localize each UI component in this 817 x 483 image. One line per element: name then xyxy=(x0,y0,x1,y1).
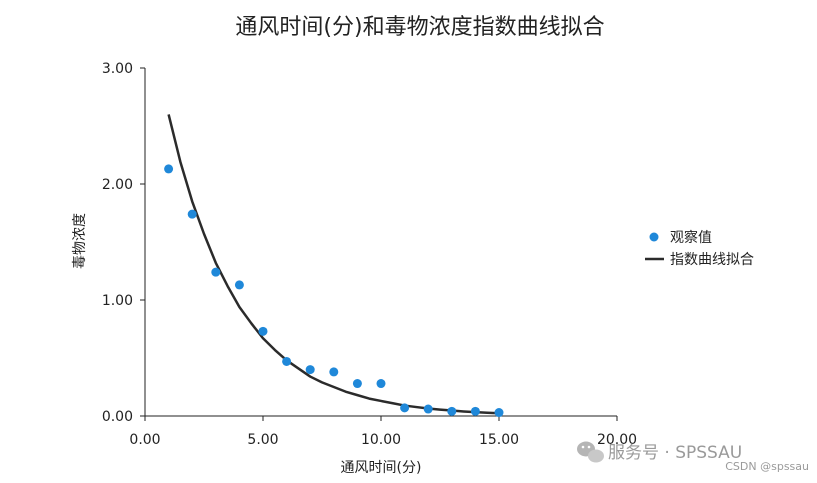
x-tick-label: 20.00 xyxy=(597,432,637,448)
y-axis-ticks: 0.00 1.00 2.00 3.00 xyxy=(102,61,145,425)
axes xyxy=(144,68,617,417)
data-point xyxy=(329,367,339,377)
x-axis-label: 通风时间(分) xyxy=(341,460,422,476)
y-tick-label: 1.00 xyxy=(102,293,133,309)
fit-curve xyxy=(167,114,500,415)
legend: 观察值 指数曲线拟合 xyxy=(645,229,754,268)
data-point xyxy=(423,404,433,414)
data-point xyxy=(187,209,197,219)
data-point xyxy=(305,365,315,375)
watermark-main-text: 服务号 · SPSSAU xyxy=(608,443,742,463)
y-tick-label: 0.00 xyxy=(102,409,133,425)
fit-curve-line xyxy=(167,114,500,415)
legend-marker-observed xyxy=(649,232,659,242)
data-point xyxy=(234,280,244,290)
data-point xyxy=(447,406,457,416)
x-tick-label: 15.00 xyxy=(479,432,519,448)
data-point xyxy=(352,379,362,389)
y-axis-label: 毒物浓度 xyxy=(72,213,88,269)
data-point xyxy=(376,379,386,389)
y-tick-label: 2.00 xyxy=(102,177,133,193)
x-tick-label: 5.00 xyxy=(247,432,278,448)
data-point xyxy=(258,326,268,336)
watermark: 服务号 · SPSSAU CSDN @spssau xyxy=(577,441,809,473)
x-tick-label: 10.00 xyxy=(361,432,401,448)
chart-title: 通风时间(分)和毒物浓度指数曲线拟合 xyxy=(235,15,604,40)
x-tick-label: 0.00 xyxy=(129,432,160,448)
data-point xyxy=(211,267,221,277)
observed-points xyxy=(164,164,504,418)
y-tick-label: 3.00 xyxy=(102,61,133,77)
data-point xyxy=(164,164,174,174)
legend-label-fit: 指数曲线拟合 xyxy=(670,252,754,268)
data-point xyxy=(400,403,410,413)
x-axis-ticks: 0.00 5.00 10.00 15.00 20.00 xyxy=(129,416,637,448)
data-point xyxy=(494,408,504,418)
legend-label-observed: 观察值 xyxy=(670,229,712,246)
wechat-icon xyxy=(577,441,604,463)
data-point xyxy=(470,406,480,416)
data-point xyxy=(282,356,292,366)
watermark-sub-text: CSDN @spssau xyxy=(725,460,809,473)
